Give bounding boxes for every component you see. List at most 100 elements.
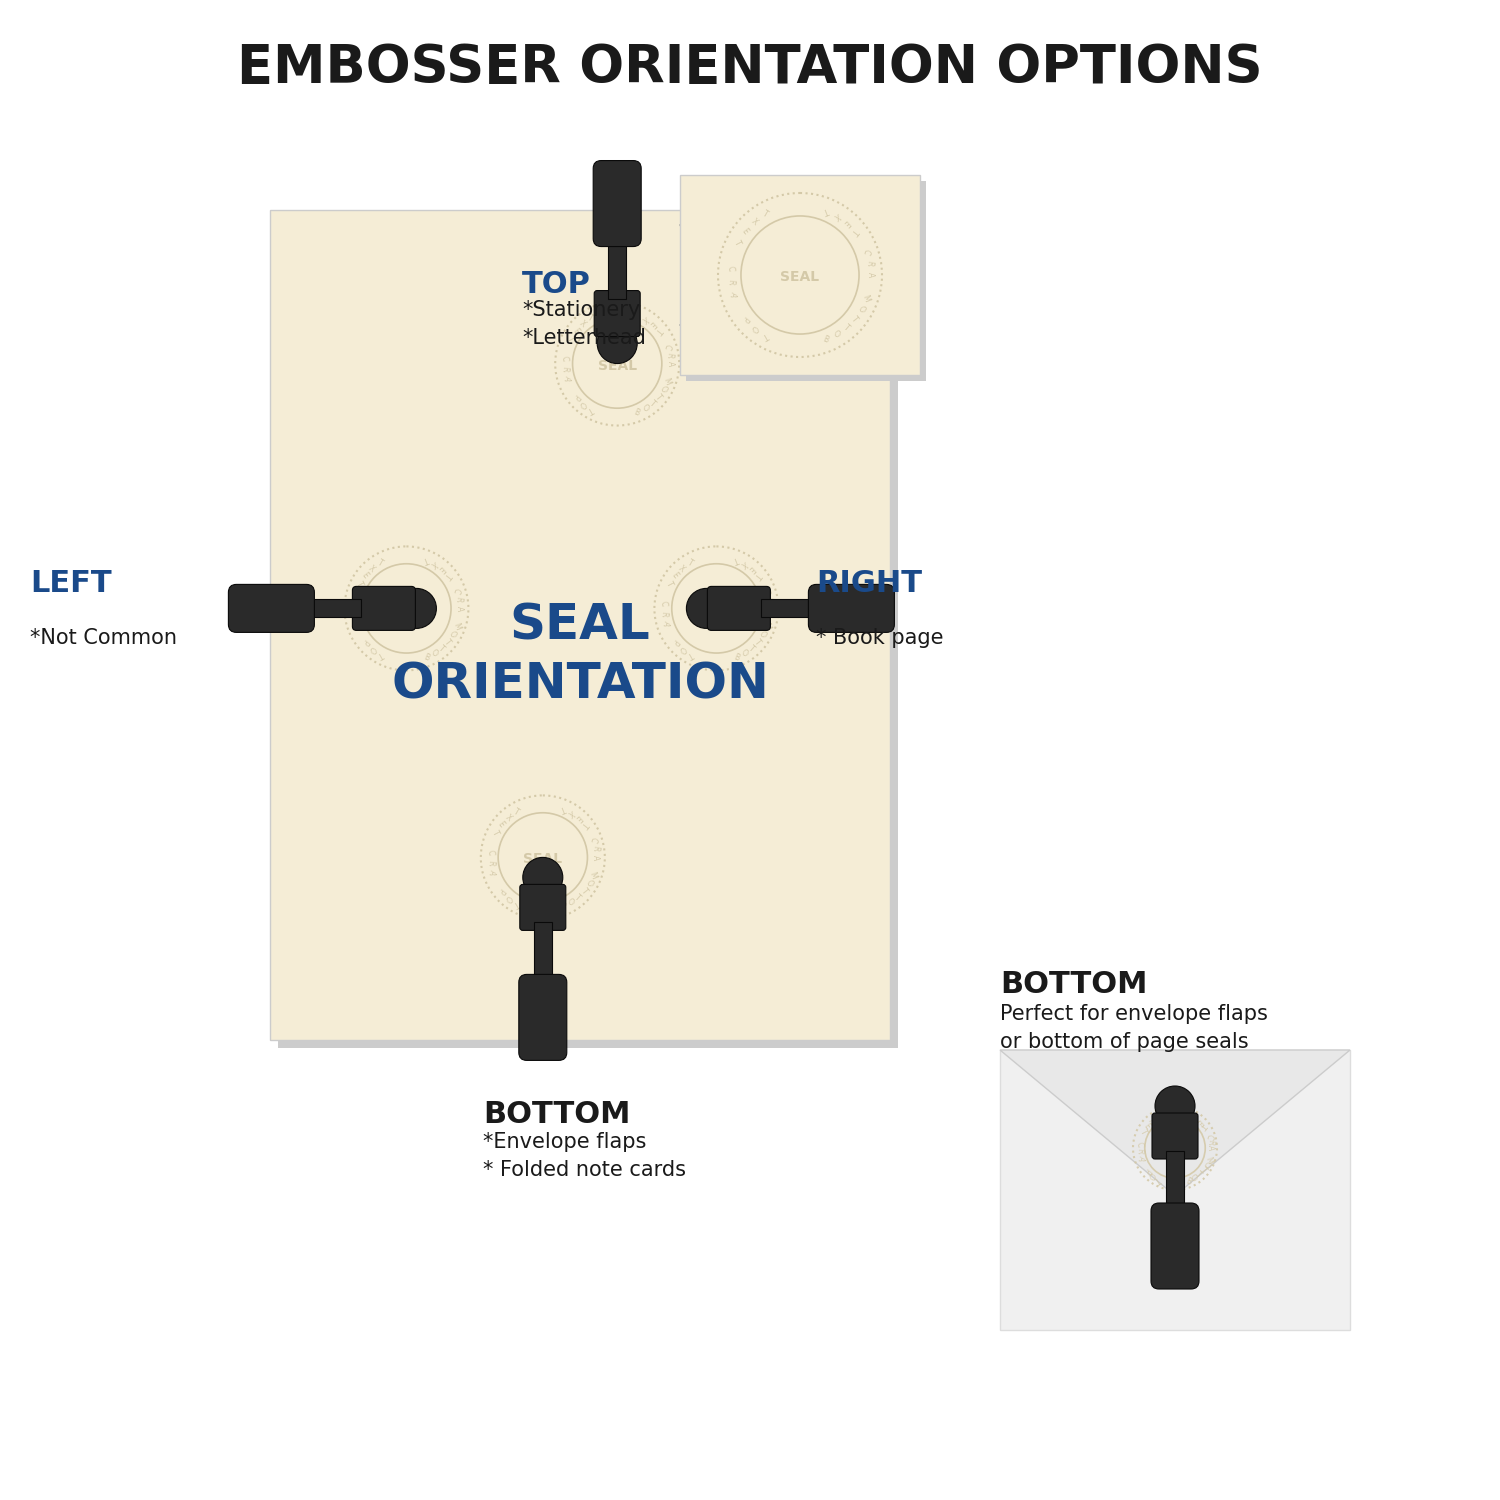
Text: T: T xyxy=(586,405,596,414)
Text: X: X xyxy=(566,807,574,818)
Circle shape xyxy=(687,588,726,628)
Text: A: A xyxy=(728,291,738,298)
FancyBboxPatch shape xyxy=(686,182,926,381)
Text: O: O xyxy=(566,897,576,908)
Text: T: T xyxy=(512,807,520,816)
Text: R: R xyxy=(864,260,874,267)
Text: T: T xyxy=(686,558,694,567)
Text: R: R xyxy=(764,596,774,603)
Text: T: T xyxy=(579,886,590,896)
Text: T: T xyxy=(512,898,520,909)
Text: T: T xyxy=(842,322,850,333)
Text: P: P xyxy=(360,636,369,645)
Text: E: E xyxy=(1194,1116,1203,1126)
Text: A: A xyxy=(765,606,774,610)
Text: T: T xyxy=(654,326,663,334)
Text: SEAL: SEAL xyxy=(698,603,736,618)
Text: M: M xyxy=(588,870,598,879)
Text: R: R xyxy=(1206,1138,1215,1146)
Text: X: X xyxy=(429,558,438,568)
Text: SEAL
ORIENTATION: SEAL ORIENTATION xyxy=(392,602,770,708)
Text: A: A xyxy=(454,606,464,610)
Text: R: R xyxy=(1134,1149,1144,1155)
Text: C: C xyxy=(588,836,598,843)
Text: X: X xyxy=(833,210,842,220)
Text: A: A xyxy=(865,273,874,278)
Text: X: X xyxy=(748,217,759,226)
Text: E: E xyxy=(669,572,680,580)
Text: BOTTOM: BOTTOM xyxy=(483,1100,630,1130)
Text: T: T xyxy=(753,638,762,646)
FancyBboxPatch shape xyxy=(808,585,894,633)
Text: P: P xyxy=(1142,1166,1152,1174)
Text: SEAL: SEAL xyxy=(1155,1143,1194,1156)
Text: E: E xyxy=(360,572,369,580)
Text: O: O xyxy=(1146,1170,1156,1180)
Text: B: B xyxy=(558,902,567,912)
Bar xyxy=(762,600,822,618)
Circle shape xyxy=(1155,1086,1196,1126)
Text: E: E xyxy=(1142,1120,1152,1131)
Text: C: C xyxy=(560,356,568,362)
FancyBboxPatch shape xyxy=(519,975,567,1060)
Text: C: C xyxy=(1134,1142,1144,1148)
Text: T: T xyxy=(375,558,384,567)
Text: E: E xyxy=(740,226,750,237)
Text: T: T xyxy=(375,650,384,660)
Text: T: T xyxy=(753,570,762,579)
Text: O: O xyxy=(640,404,650,414)
Text: A: A xyxy=(1206,1146,1215,1150)
Text: O: O xyxy=(748,322,759,333)
FancyBboxPatch shape xyxy=(520,885,566,930)
Text: B: B xyxy=(822,334,830,345)
Text: BOTTOM: BOTTOM xyxy=(1000,970,1148,999)
Text: T: T xyxy=(664,580,675,588)
Text: *Stationery
*Letterhead: *Stationery *Letterhead xyxy=(522,300,646,348)
Text: *Not Common: *Not Common xyxy=(30,628,177,648)
Text: B: B xyxy=(732,652,740,663)
Text: X: X xyxy=(1190,1112,1198,1122)
Bar xyxy=(534,922,552,987)
Text: T: T xyxy=(442,570,453,579)
Text: SEAL: SEAL xyxy=(524,852,562,867)
Text: E: E xyxy=(842,217,850,228)
Text: T: T xyxy=(760,210,770,219)
FancyBboxPatch shape xyxy=(1152,1113,1198,1160)
Text: P: P xyxy=(740,314,750,322)
Text: E: E xyxy=(436,564,445,573)
FancyBboxPatch shape xyxy=(270,210,890,1040)
Text: E: E xyxy=(648,320,657,328)
Text: X: X xyxy=(366,564,376,573)
Text: R: R xyxy=(664,351,675,358)
FancyBboxPatch shape xyxy=(592,160,640,246)
Text: EMBOSSER ORIENTATION OPTIONS: EMBOSSER ORIENTATION OPTIONS xyxy=(237,42,1263,94)
Text: T: T xyxy=(1152,1112,1161,1122)
Text: B: B xyxy=(422,652,430,663)
Text: T: T xyxy=(423,554,430,564)
Text: O: O xyxy=(1202,1161,1212,1170)
Text: E: E xyxy=(570,326,580,336)
Text: RIGHT: RIGHT xyxy=(816,570,922,598)
Text: O: O xyxy=(447,630,458,639)
Text: T: T xyxy=(586,312,596,322)
Text: X: X xyxy=(640,314,650,324)
Text: C: C xyxy=(350,600,358,606)
Text: X: X xyxy=(578,318,588,328)
Text: T: T xyxy=(1152,1174,1161,1184)
Text: T: T xyxy=(654,393,663,402)
Text: X: X xyxy=(503,813,513,822)
Text: T: T xyxy=(648,399,657,408)
Text: T: T xyxy=(573,892,582,902)
Text: X: X xyxy=(676,564,687,573)
Text: TOP: TOP xyxy=(522,270,591,298)
Text: C: C xyxy=(662,342,672,350)
Text: M: M xyxy=(1203,1155,1214,1164)
Text: SEAL: SEAL xyxy=(780,270,819,284)
Text: Perfect for envelope flaps
or bottom of page seals: Perfect for envelope flaps or bottom of … xyxy=(1000,1004,1268,1052)
Text: * Book page: * Book page xyxy=(816,628,944,648)
Text: M: M xyxy=(760,621,771,630)
Text: R: R xyxy=(590,844,600,852)
Text: T: T xyxy=(732,554,740,564)
Text: A: A xyxy=(1136,1155,1146,1162)
Text: T: T xyxy=(490,830,501,837)
